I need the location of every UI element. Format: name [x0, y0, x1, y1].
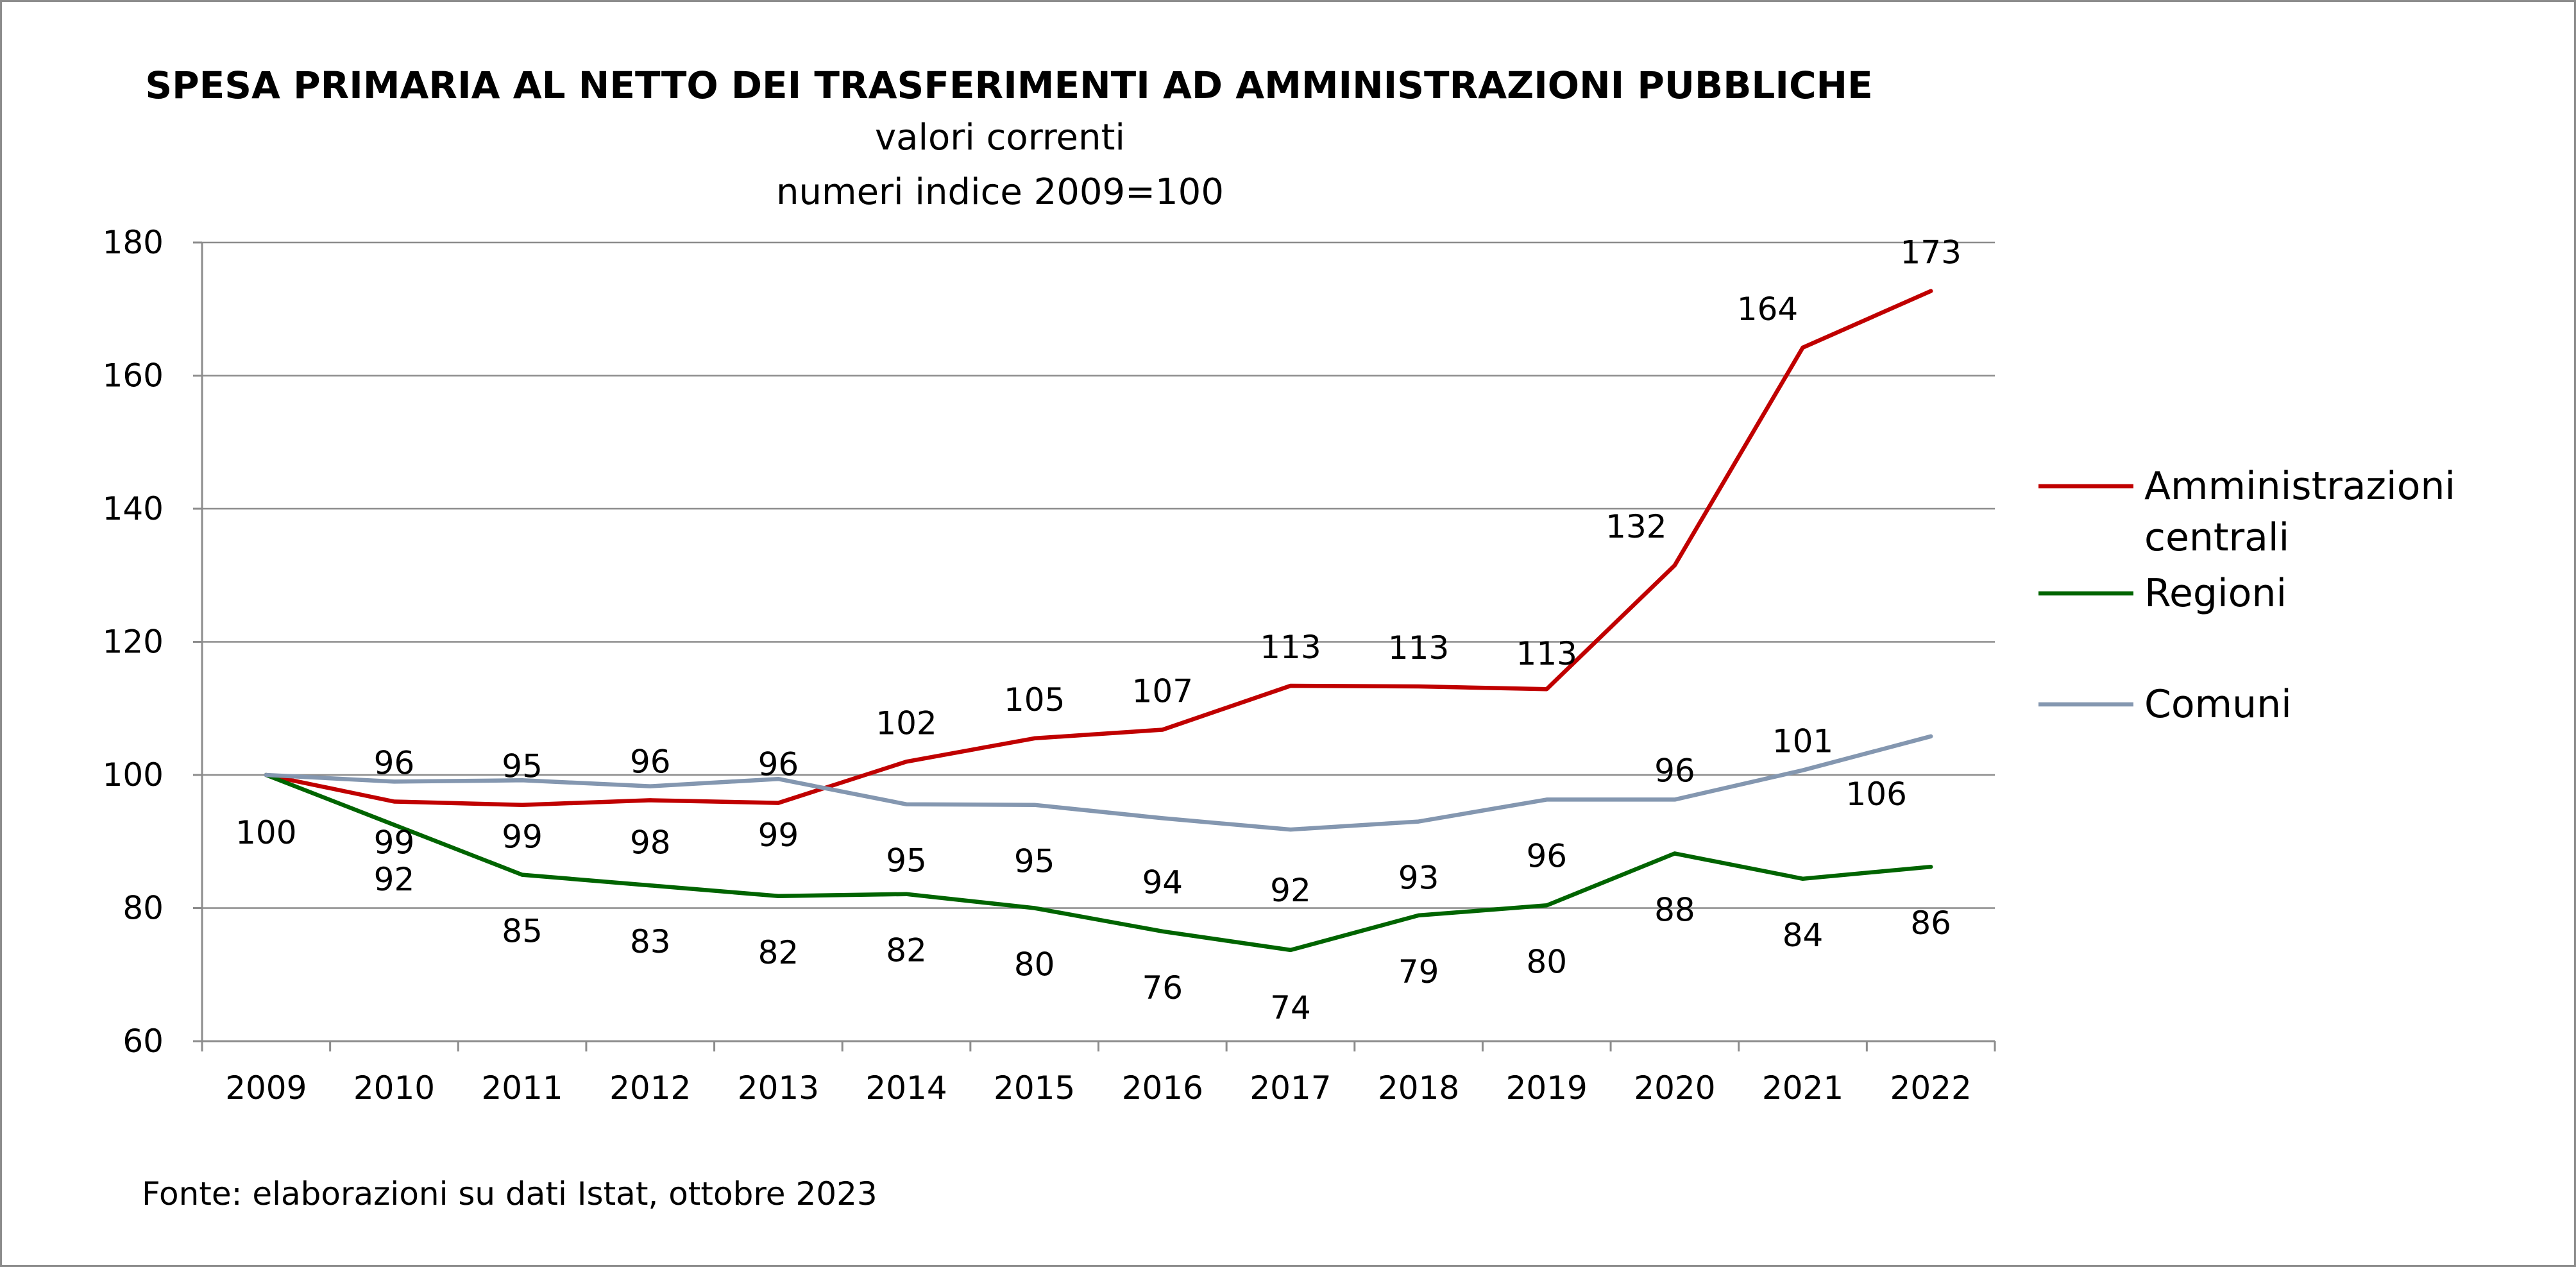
data-label: 88: [1654, 891, 1695, 928]
data-label: 101: [1772, 723, 1833, 760]
data-label: 92: [374, 861, 415, 898]
data-label: 96: [374, 745, 415, 782]
series-line-0: [264, 289, 1933, 807]
data-label: 95: [886, 842, 927, 880]
data-label: 82: [758, 934, 799, 971]
data-label: 96: [630, 743, 671, 780]
series-lines: [264, 289, 1933, 953]
y-axis-ticks: 60 80 100 120 140 160 180: [103, 224, 164, 1060]
data-label: 74: [1270, 989, 1311, 1026]
data-label: 113: [1516, 635, 1577, 672]
chart-subtitle-line-1: valori correnti: [875, 117, 1125, 158]
series-line-1: [264, 772, 1933, 953]
x-tick-label: 2010: [353, 1069, 435, 1107]
axes: [193, 241, 1996, 1051]
data-label: 85: [502, 913, 543, 950]
y-tick-label: 180: [103, 224, 164, 261]
y-tick-label: 80: [123, 890, 164, 927]
data-label: 113: [1260, 629, 1321, 666]
y-tick-label: 140: [103, 490, 164, 527]
x-tick-label: 2012: [609, 1069, 691, 1107]
gridlines: [202, 241, 1995, 909]
data-label: 95: [1014, 843, 1055, 880]
data-label: 80: [1014, 946, 1055, 983]
data-label: 96: [758, 746, 799, 783]
legend: Amministrazioni centrali Regioni Comuni: [2038, 464, 2455, 727]
data-label: 80: [1526, 943, 1567, 980]
source-note: Fonte: elaborazioni su dati Istat, ottob…: [142, 1175, 877, 1212]
data-label: 99: [502, 818, 543, 855]
chart-subtitle-line-2: numeri indice 2009=100: [776, 171, 1224, 213]
data-label: 132: [1606, 508, 1666, 545]
data-label: 99: [758, 817, 799, 854]
x-tick-label: 2015: [994, 1069, 1075, 1107]
x-axis-ticks: 2009 2010 2011 2012 2013 2014 2015 2016 2017 2018…: [225, 1069, 1972, 1107]
data-label: 94: [1142, 863, 1183, 901]
data-label: 93: [1398, 860, 1439, 897]
data-labels: 100 96 95 96 96 102 105 107 113 113 113 132 164 173 92…: [235, 234, 1962, 1026]
data-label: 84: [1783, 917, 1824, 954]
data-label: 92: [1270, 872, 1311, 909]
data-label: 83: [630, 923, 671, 960]
x-tick-label: 2011: [481, 1069, 563, 1107]
x-tick-label: 2017: [1250, 1069, 1331, 1107]
x-tick-label: 2014: [865, 1069, 947, 1107]
data-label: 95: [502, 748, 543, 785]
data-label: 113: [1388, 629, 1449, 667]
data-label: 86: [1910, 905, 1951, 942]
data-label: 164: [1737, 291, 1798, 328]
legend-label: Comuni: [2144, 682, 2292, 727]
legend-label: Regioni: [2144, 571, 2287, 616]
data-label: 79: [1398, 953, 1439, 991]
y-tick-label: 160: [103, 357, 164, 395]
x-tick-label: 2019: [1506, 1069, 1588, 1107]
data-label: 96: [1654, 752, 1695, 789]
x-tick-label: 2013: [738, 1069, 819, 1107]
data-label: 173: [1900, 234, 1961, 271]
data-label: 96: [1526, 837, 1567, 874]
data-label: 106: [1845, 776, 1906, 813]
y-tick-label: 60: [123, 1023, 164, 1060]
x-tick-label: 2018: [1378, 1069, 1459, 1107]
x-tick-label: 2016: [1122, 1069, 1203, 1107]
data-label: 100: [235, 814, 296, 851]
x-tick-label: 2021: [1762, 1069, 1843, 1107]
data-label: 98: [630, 824, 671, 862]
x-tick-label: 2022: [1890, 1069, 1972, 1107]
data-label: 102: [876, 704, 936, 742]
data-label: 107: [1132, 672, 1193, 710]
x-tick-label: 2020: [1634, 1069, 1715, 1107]
y-tick-label: 120: [103, 624, 164, 661]
chart-title: SPESA PRIMARIA AL NETTO DEI TRASFERIMENT…: [145, 64, 1872, 107]
data-label: 82: [886, 932, 927, 969]
data-label: 105: [1004, 681, 1065, 719]
y-tick-label: 100: [103, 756, 164, 794]
legend-label: centrali: [2144, 515, 2289, 560]
data-label: 99: [374, 824, 415, 861]
legend-label: Amministrazioni: [2144, 464, 2455, 509]
series-line-2: [264, 734, 1933, 832]
data-label: 76: [1142, 969, 1183, 1007]
x-tick-label: 2009: [225, 1069, 307, 1107]
